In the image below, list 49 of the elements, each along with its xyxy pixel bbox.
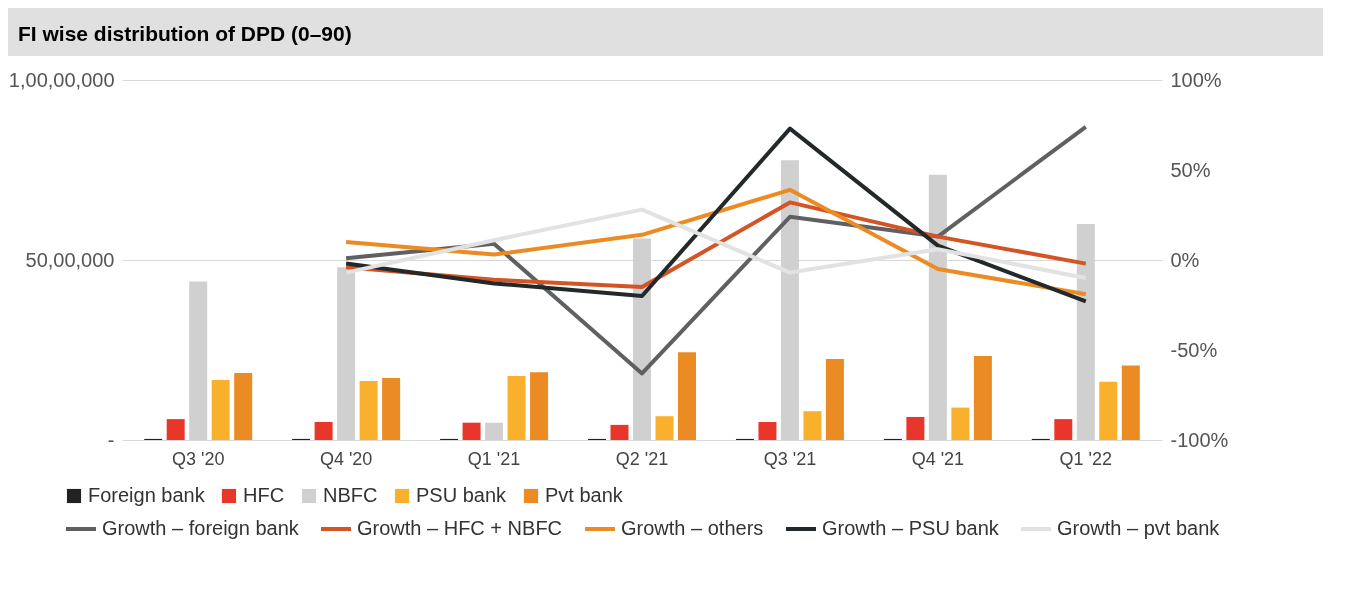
legend-label: Growth – HFC + NBFC [357, 517, 563, 539]
bar [314, 422, 333, 440]
bar [906, 416, 925, 440]
bar [1054, 419, 1073, 440]
y2-tick-label: 100% [1170, 68, 1222, 91]
x-tick-label: Q3 '20 [171, 448, 225, 469]
y-tick-label: 50,00,000 [25, 248, 115, 271]
bar [655, 416, 674, 440]
bar [234, 373, 253, 440]
legend-label: Pvt bank [545, 484, 624, 506]
bar [382, 378, 401, 440]
y2-tick-label: -100% [1170, 428, 1229, 451]
line-series [344, 187, 1088, 297]
bar [1121, 365, 1140, 440]
legend-label: Growth – pvt bank [1057, 517, 1221, 539]
bar [211, 379, 230, 440]
bar [803, 411, 822, 440]
legend-label: Foreign bank [88, 484, 206, 506]
bar [530, 372, 549, 440]
x-tick-label: Q2 '21 [615, 448, 669, 469]
legend-label: NBFC [323, 484, 378, 506]
x-tick-label: Q4 '21 [911, 448, 965, 469]
legend-label: HFC [243, 484, 285, 506]
y-tick-label: 1,00,00,000 [8, 68, 115, 91]
legend-label: PSU bank [416, 484, 508, 506]
x-tick-label: Q3 '21 [763, 448, 817, 469]
legend-label: Growth – PSU bank [822, 517, 1000, 539]
bar [359, 380, 378, 440]
line-series [344, 126, 1088, 304]
y2-tick-label: -50% [1170, 338, 1218, 361]
bar [678, 352, 696, 440]
y2-tick-label: 0% [1170, 248, 1200, 271]
bar [951, 407, 970, 440]
y2-tick-label: 50% [1170, 158, 1211, 181]
bar [1099, 381, 1118, 440]
bar [973, 356, 992, 440]
bar [507, 375, 526, 440]
x-tick-label: Q1 '21 [467, 448, 521, 469]
bar [462, 422, 481, 440]
bar [610, 424, 629, 440]
y-tick-label: - [107, 428, 115, 451]
chart-title: FI wise distribution of DPD (0–90) [8, 8, 1323, 56]
legend-label: Growth – foreign bank [102, 517, 300, 539]
bar [758, 422, 777, 440]
bar [825, 359, 844, 440]
legend-label: Growth – others [621, 517, 764, 539]
x-tick-label: Q1 '22 [1059, 448, 1113, 469]
x-tick-label: Q4 '20 [319, 448, 373, 469]
bar [166, 419, 185, 440]
